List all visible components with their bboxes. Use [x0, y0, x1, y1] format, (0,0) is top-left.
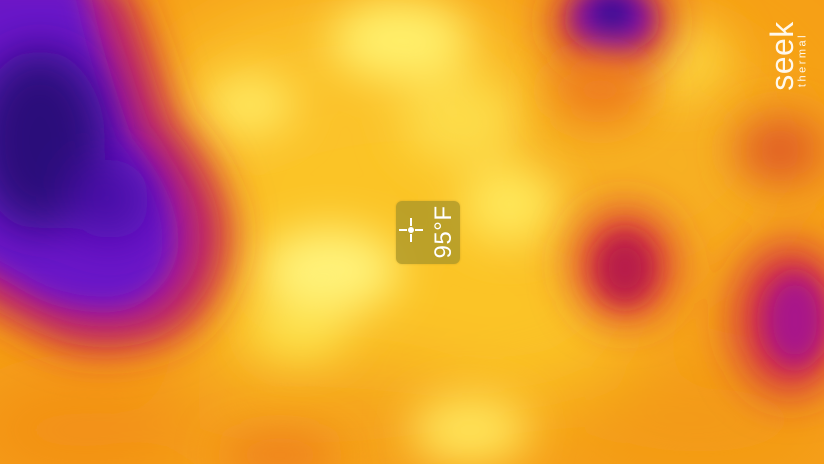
logo-subtitle: thermal	[796, 32, 809, 88]
crosshair-icon	[399, 218, 423, 242]
seek-thermal-logo: seek thermal	[764, 10, 810, 106]
spot-meter: 95°F	[396, 201, 460, 264]
temperature-reading: 95°F	[430, 205, 457, 259]
logo-wordmark: seek	[764, 21, 800, 91]
